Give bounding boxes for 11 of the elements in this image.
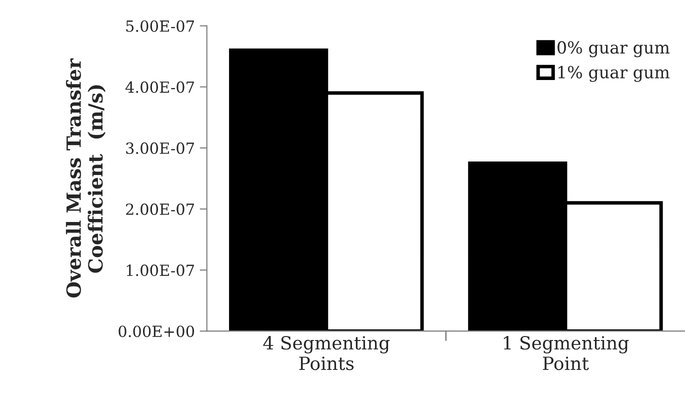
- y-tick-label: 3.00E-07: [126, 142, 194, 154]
- y-tick-label: 0.00E+00: [118, 326, 194, 338]
- legend-label: 0% guar gum: [558, 41, 670, 58]
- legend-label: 1% guar gum: [558, 66, 670, 82]
- y-axis-title: Overall Mass Transfer Coefficient (m/s): [66, 58, 106, 298]
- x-tick-label: 1 Segmenting Point: [504, 336, 629, 370]
- y-tick-label: 1.00E-07: [126, 264, 194, 276]
- y-tick-label: 4.00E-07: [125, 81, 194, 93]
- x-tick-label: 4 Segmenting Points: [263, 336, 390, 370]
- y-tick-label: 2.00E-07: [126, 203, 194, 216]
- y-tick-label: 5.00E-07: [126, 20, 194, 32]
